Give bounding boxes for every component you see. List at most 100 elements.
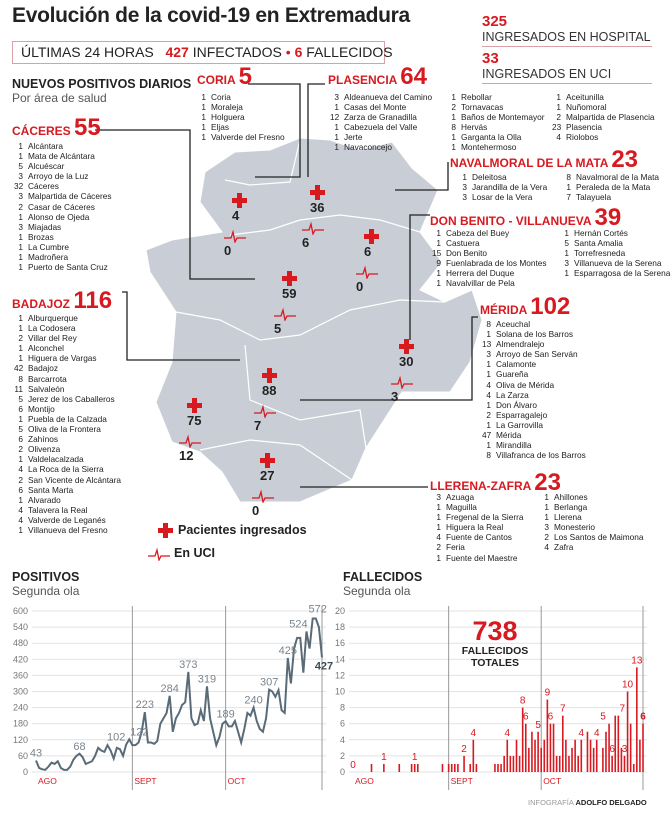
town: Cabeza del Buey <box>446 228 510 238</box>
list-item: 2 Tornavacas <box>447 102 544 112</box>
count: 3 <box>544 522 549 533</box>
area-total: 5 <box>238 63 252 90</box>
count: 2 <box>556 112 561 123</box>
list-item: 3 Azuaga <box>432 492 523 502</box>
count: 32 <box>14 181 24 192</box>
count: 1 <box>436 228 441 238</box>
area-total: 23 <box>534 469 561 496</box>
area-list-donbenito: 1 Cabeza del Buey 1 Castuera 15 Don Benito 9 Fu… <box>432 228 547 289</box>
list-item: 1 La Cumbre <box>14 242 111 252</box>
town: La Codosera <box>28 323 76 334</box>
count: 1 <box>18 211 23 222</box>
list-item: 1 Higuera de Vargas <box>14 353 121 363</box>
count: 3 <box>486 349 491 360</box>
count: 1 <box>334 122 339 133</box>
town: Jerez de los Caballeros <box>28 393 115 404</box>
area-heading-navalmoral: NAVALMORAL DE LA MATA 23 <box>450 148 638 172</box>
total-deaths-label1: FALLECIDOS <box>461 645 529 657</box>
count: 1 <box>486 369 491 380</box>
list-item: 4 Zafra <box>540 542 643 552</box>
count: 1 <box>18 454 23 465</box>
count: 1 <box>201 92 206 102</box>
area-list-llerena: 1 Ahillones 1 Berlanga 1 Llerena 3 Monesterio 2 L… <box>540 492 643 553</box>
y-tick-label: 120 <box>13 735 28 745</box>
list-item: 47 Mérida <box>482 430 586 440</box>
list-item: 3 Jarandilla de la Vera <box>458 182 547 192</box>
area-list-merida: 8 Aceuchal 1 Solana de los Barros 13 Almendra… <box>482 319 586 460</box>
data-label: 189 <box>216 708 234 720</box>
area-total: 39 <box>594 204 622 231</box>
area-heading-donbenito: DON BENITO - VILLANUEVA 39 <box>430 204 622 231</box>
town: Losar de la Vera <box>472 192 533 203</box>
data-label: 572 <box>308 604 326 616</box>
town: Castuera <box>446 238 480 249</box>
area-list-coria: 1 Coria 1 Moraleja 1 Holguera 1 Eljas 1 Valverde … <box>197 92 285 142</box>
month-label: AGO <box>38 776 57 786</box>
town: Olivenza <box>28 444 61 455</box>
town: Azuaga <box>446 492 475 502</box>
list-item: 11 Salvaleón <box>14 384 121 394</box>
area-name: BADAJOZ <box>12 297 71 311</box>
town: Valverde de Leganés <box>28 514 106 525</box>
town: La Garrovilla <box>496 419 544 430</box>
data-label: 6 <box>609 744 615 755</box>
data-label: 68 <box>73 741 85 753</box>
list-item: 1 Alvarado <box>14 495 121 505</box>
town: Maguilla <box>446 502 477 513</box>
uci-count: 7 <box>254 417 262 433</box>
count: 1 <box>18 231 23 242</box>
legend-uci-label: En UCI <box>174 546 215 560</box>
data-label: 4 <box>504 728 510 739</box>
month-label: SEPT <box>451 776 473 786</box>
list-item: 1 Hernán Cortés <box>560 228 670 238</box>
list-item: 3 Arroyo de la Luz <box>14 171 111 181</box>
count: 1 <box>564 268 569 279</box>
list-item: 1 Aceitunilla <box>552 92 655 102</box>
list-item: 1 Cabezuela del Valle <box>330 122 432 132</box>
red-cross-icon <box>260 453 275 469</box>
data-label: 223 <box>136 699 154 711</box>
town: Puerto de Santa Cruz <box>28 262 108 273</box>
page-title: Evolución de la covid-19 en Extremadura <box>12 4 410 27</box>
count: 1 <box>18 524 23 535</box>
list-item: 7 Talayuela <box>562 192 659 202</box>
town: Aceuchal <box>496 319 531 329</box>
data-label: 2 <box>461 744 467 755</box>
list-item: 3 Arroyo de San Serván <box>482 349 586 359</box>
count: 1 <box>462 172 467 182</box>
map-marker-donbenito: 30 3 <box>391 338 419 404</box>
list-item: 1 Deleitosa <box>458 172 547 182</box>
town: Aceitunilla <box>566 92 604 102</box>
list-item: 1 Holguera <box>197 112 285 122</box>
list-item: 1 Brozas <box>14 232 111 242</box>
count: 3 <box>564 258 569 269</box>
count: 47 <box>482 430 492 441</box>
count: 1 <box>566 182 571 193</box>
y-tick-label: 12 <box>335 670 345 680</box>
count: 2 <box>436 542 441 553</box>
map-marker-merida: 88 7 <box>254 367 282 433</box>
y-tick-label: 60 <box>18 751 28 761</box>
red-cross-icon <box>187 398 202 414</box>
town: Fregenal de la Sierra <box>446 512 524 523</box>
town: Talayuela <box>576 192 612 203</box>
count: 1 <box>556 92 561 102</box>
positivos-subtitle: Segunda ola <box>12 584 80 598</box>
fallecidos-header: FALLECIDOS Segunda ola <box>343 570 422 598</box>
count: 4 <box>436 532 441 543</box>
credit-label: INFOGRAFÍA <box>528 798 574 807</box>
town: Don Benito <box>446 248 488 259</box>
uci-count: 0 <box>224 242 232 258</box>
count: 1 <box>451 132 456 143</box>
town: Santa Marta <box>28 484 74 495</box>
infected-label: INFECTADOS <box>192 44 282 60</box>
town: Herrera del Duque <box>446 268 515 279</box>
count: 6 <box>18 434 23 445</box>
count: 23 <box>552 122 562 133</box>
area-total: 55 <box>74 114 101 141</box>
list-item: 2 Los Santos de Maimona <box>540 532 643 542</box>
town: Feria <box>446 542 465 553</box>
ingresados-count: 59 <box>282 286 297 302</box>
list-item: 1 Coria <box>197 92 285 102</box>
